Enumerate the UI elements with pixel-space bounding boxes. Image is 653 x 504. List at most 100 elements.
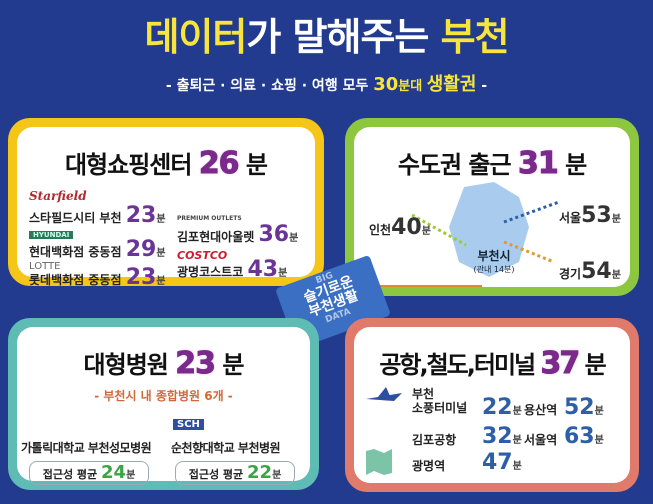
hospital-name: 가톨릭대학교 부천성모병원 — [21, 441, 152, 455]
destination-gyeonggi: 경기54분 — [559, 259, 621, 284]
transport-heading: 공항,철도,터미널 37 분 — [354, 345, 630, 382]
unit: 분 — [594, 435, 604, 446]
item-name: 스타필드시티 부천 — [29, 211, 122, 225]
commute-heading: 수도권 출근 31 분 — [354, 145, 630, 182]
place-value: 32분 — [482, 424, 522, 449]
item-value: 29 — [125, 237, 157, 262]
item-name: 김포현대아울렛 — [177, 230, 255, 244]
value: 47 — [482, 450, 513, 475]
item-name: 롯데백화점 중동점 — [29, 273, 122, 287]
item-unit: 분 — [156, 214, 166, 225]
dest-value: 53 — [581, 203, 612, 228]
item-value: 43 — [247, 257, 279, 282]
destination-seoul: 서울53분 — [559, 203, 621, 228]
place-name: 부천 소풍터미널 — [412, 387, 468, 415]
subtitle-part: 분대 — [398, 79, 427, 94]
costco-logo: COSTCO — [177, 249, 228, 262]
subtitle-part: - — [476, 78, 488, 94]
subtitle: - 출퇴근 · 의료 · 쇼핑 · 여행 모두 30분대 생활권 - — [0, 70, 653, 96]
place-name: 김포공항 — [412, 433, 457, 447]
destination-incheon: 인천40분 — [369, 215, 431, 240]
heading-unit: 분 — [245, 151, 268, 179]
place-value: 63분 — [564, 424, 604, 449]
item-name: 현대백화점 중동점 — [29, 245, 122, 259]
hospital-card: 대형병원 23 분 - 부천시 내 종합병원 6개 - SCH 가톨릭대학교 부… — [8, 318, 319, 490]
heading-unit: 분 — [584, 351, 607, 379]
heading-value: 26 — [198, 146, 240, 182]
dest-name: 인천 — [369, 223, 392, 237]
heading-value: 31 — [517, 146, 559, 182]
pill-label: 접근성 평균 — [42, 468, 98, 481]
heading-unit: 분 — [222, 351, 244, 379]
heading-label: 공항,철도,터미널 — [379, 351, 536, 379]
place-name: 서울역 — [524, 433, 558, 447]
dest-value: 40 — [391, 215, 422, 240]
place-value: 52분 — [564, 395, 604, 420]
starfield-logo: Starfield — [29, 189, 87, 203]
heading-label: 대형쇼핑센터 — [64, 151, 192, 179]
item-value: 36 — [258, 222, 290, 247]
list-item: 김포현대아울렛 36분 — [177, 222, 298, 247]
shopping-heading: 대형쇼핑센터 26 분 — [17, 145, 315, 182]
bucheon-label: 부천시 (관내 14분) — [459, 247, 529, 275]
hospital-name: 순천향대학교 부천병원 — [171, 441, 281, 455]
pill-unit: 분 — [272, 470, 282, 481]
unit: 분 — [512, 435, 522, 446]
pill-unit: 분 — [126, 470, 136, 481]
item-value: 23 — [125, 265, 157, 290]
dest-unit: 분 — [611, 214, 621, 225]
value: 63 — [564, 424, 595, 449]
dest-name: 서울 — [559, 211, 582, 225]
outlets-logo: PREMIUM OUTLETS — [177, 215, 242, 222]
item-unit: 분 — [156, 248, 166, 259]
hospital-access-pill: 접근성 평균 24분 — [29, 461, 149, 485]
pill-value: 24 — [101, 462, 127, 483]
list-item: 광명코스트코 43분 — [177, 257, 287, 282]
item-unit: 분 — [278, 268, 288, 279]
bucheon-map-icon — [362, 182, 560, 287]
subtitle-part: - 출퇴근 · 의료 · 쇼핑 · 여행 모두 — [165, 78, 374, 94]
subtitle-part: 생활권 — [426, 74, 477, 95]
heading-value: 37 — [540, 346, 581, 382]
value: 22 — [482, 395, 513, 420]
place-value: 22분 — [482, 395, 522, 420]
hospital-access-pill: 접근성 평균 22분 — [175, 461, 295, 485]
place-value: 47분 — [482, 450, 522, 475]
dest-value: 54 — [581, 259, 612, 284]
item-unit: 분 — [289, 233, 299, 244]
list-item: 현대백화점 중동점 29분 — [29, 237, 166, 262]
center-sub: (관내 14분) — [473, 265, 515, 274]
unit: 분 — [594, 406, 604, 417]
value: 32 — [482, 424, 513, 449]
pill-label: 접근성 평균 — [188, 468, 244, 481]
unit: 분 — [512, 406, 522, 417]
dest-unit: 분 — [611, 270, 621, 281]
place-name: 용산역 — [524, 403, 558, 417]
sch-logo: SCH — [173, 419, 204, 430]
title-part: 부천 — [440, 15, 510, 59]
hospital-heading: 대형병원 23 분 — [17, 345, 310, 382]
hospital-subtitle: - 부천시 내 종합병원 6개 - — [94, 389, 233, 403]
page-title: 데이터가 말해주는 부천 — [0, 6, 653, 61]
list-item: 롯데백화점 중동점 23분 — [29, 265, 166, 290]
subtitle-part: 30 — [373, 74, 399, 95]
dest-unit: 분 — [421, 226, 431, 237]
commute-card: 수도권 출근 31 분 부천시 (관내 14분) 인천40분 서울53분 경기54… — [345, 118, 639, 296]
item-name: 광명코스트코 — [177, 265, 244, 279]
map-icon — [366, 449, 392, 475]
title-part: 가 말해주는 — [246, 15, 441, 59]
shopping-card: 대형쇼핑센터 26 분 Starfield 스타필드시티 부천 23분 HYUN… — [8, 118, 324, 290]
list-item: 스타필드시티 부천 23분 — [29, 203, 166, 228]
dest-name: 경기 — [559, 267, 582, 281]
value: 52 — [564, 395, 595, 420]
unit: 분 — [512, 461, 522, 472]
heading-label: 대형병원 — [83, 351, 169, 379]
airplane-icon — [366, 387, 402, 401]
heading-value: 23 — [175, 346, 217, 382]
heading-unit: 분 — [565, 151, 587, 179]
lotte-logo: LOTTE — [29, 261, 61, 272]
item-unit: 분 — [156, 276, 166, 287]
item-value: 23 — [125, 203, 157, 228]
hyundai-logo: HYUNDAI — [29, 231, 74, 239]
title-part: 데이터 — [144, 15, 247, 59]
